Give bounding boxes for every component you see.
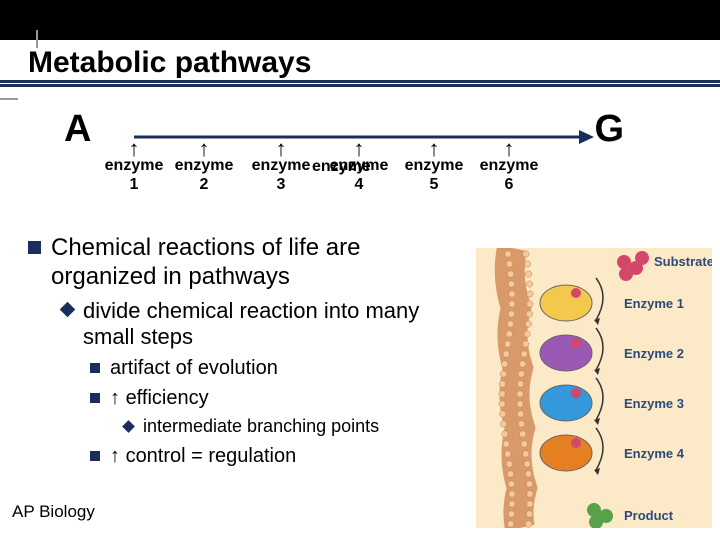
pathway-end: G [594, 108, 624, 151]
bullet-sub2c-text: ↑ control = regulation [110, 444, 296, 468]
up-arrow-icon: ↑ [99, 140, 169, 158]
enzyme-label: enzyme [169, 158, 239, 174]
slide-title: Metabolic pathways [28, 46, 311, 82]
up-arrow-icon: ↑ [324, 140, 394, 158]
enzyme-number: 1 [99, 174, 169, 196]
content-area: Chemical reactions of life are organized… [28, 234, 458, 474]
bullet-sub3-text: intermediate branching points [143, 416, 379, 438]
square-bullet-icon [90, 451, 100, 461]
diamond-bullet-icon [122, 421, 135, 434]
footer-label: AP Biology [12, 502, 95, 522]
enzyme-number: 2 [169, 174, 239, 196]
enzyme-label: enzyme [246, 158, 316, 174]
figure-enzyme-label: Enzyme 2 [624, 346, 684, 361]
up-arrow-icon: ↑ [399, 140, 469, 158]
enzyme-label: enzyme [399, 158, 469, 174]
enzyme-number: 4 [324, 174, 394, 196]
square-bullet-icon [28, 241, 41, 254]
bullet-sub3: intermediate branching points [124, 416, 458, 438]
up-arrow-icon: ↑ [246, 140, 316, 158]
bullet-main: Chemical reactions of life are organized… [28, 234, 458, 292]
figure-enzyme-label: Enzyme 4 [624, 446, 685, 461]
figure-enzyme-label: Enzyme 3 [624, 396, 684, 411]
bullet-sub2b: ↑ efficiency [90, 386, 458, 410]
title-underline [0, 84, 720, 87]
up-arrow-icon: ↑ [169, 140, 239, 158]
figure-enzyme-label: Enzyme 1 [624, 296, 684, 311]
enzyme-overlay-label: enzyme [312, 158, 371, 176]
decorative-tick [0, 98, 18, 100]
enzyme-label: enzyme [474, 158, 544, 174]
enzyme-cascade-figure: Substrate Enzyme 1 Enzyme 2 Enzyme 3 Enzyme… [476, 248, 712, 528]
pathway-start: A [64, 108, 91, 151]
substrate-label: Substrate [654, 254, 712, 269]
enzyme-step: ↑enzyme5 [399, 140, 469, 196]
up-arrow-icon: ↑ [474, 140, 544, 158]
diamond-bullet-icon [60, 301, 76, 317]
product-label: Product [624, 508, 674, 523]
square-bullet-icon [90, 363, 100, 373]
bullet-sub2a-text: artifact of evolution [110, 356, 278, 380]
bullet-sub1-text: divide chemical reaction into many small… [83, 298, 458, 351]
bullet-sub2c: ↑ control = regulation [90, 444, 458, 468]
bullet-sub1: divide chemical reaction into many small… [62, 298, 458, 351]
top-bar [0, 0, 720, 40]
bullet-sub2b-text: ↑ efficiency [110, 386, 209, 410]
title-row: Metabolic pathways [0, 40, 720, 82]
enzyme-step: ↑enzyme1 [99, 140, 169, 196]
bullet-main-text: Chemical reactions of life are organized… [51, 234, 458, 292]
enzyme-number: 5 [399, 174, 469, 196]
enzyme-number: 6 [474, 174, 544, 196]
enzyme-step: ↑enzyme2 [169, 140, 239, 196]
square-bullet-icon [90, 393, 100, 403]
bullet-sub2a: artifact of evolution [90, 356, 458, 380]
enzyme-step: ↑enzyme3 [246, 140, 316, 196]
enzyme-number: 3 [246, 174, 316, 196]
enzyme-pathway: A G ↑enzyme1↑enzyme2↑enzyme3↑enzyme4↑enz… [64, 108, 624, 218]
enzyme-step: ↑enzyme6 [474, 140, 544, 196]
enzyme-label: enzyme [99, 158, 169, 174]
